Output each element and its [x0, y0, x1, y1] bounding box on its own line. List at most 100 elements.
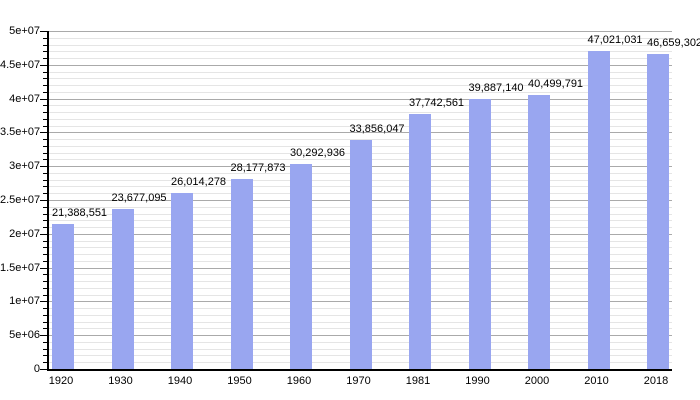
plot-area: 21,388,551 23,677,095 26,014,278 28,177,873…: [40, 31, 700, 371]
y-gridline-major: [49, 132, 672, 134]
x-axis-tick-label: 1970: [346, 375, 371, 387]
bar-1950: [230, 178, 253, 369]
y-axis-minor-tick: [43, 78, 47, 80]
bar-1920: [52, 224, 74, 369]
y-axis-major-tick: [40, 132, 47, 134]
bar-value-label: 37,742,561: [409, 96, 465, 109]
y-axis-minor-tick: [43, 85, 47, 87]
y-axis-tick-label: 4.5e+07: [0, 58, 41, 71]
y-axis-minor-tick: [43, 139, 47, 141]
y-gridline-minor: [49, 37, 672, 39]
y-axis-minor-tick: [43, 362, 47, 364]
y-axis-major-tick: [40, 301, 47, 303]
y-gridline-minor: [49, 85, 672, 87]
bar-1990: [468, 99, 491, 369]
x-axis-tick-label: 2000: [524, 375, 550, 387]
y-gridline-minor: [49, 105, 672, 107]
y-axis-major-tick: [40, 166, 47, 168]
y-gridline-minor: [49, 91, 672, 93]
bar-value-label: 39,887,140: [468, 82, 524, 95]
bar-value-label: 30,292,936: [290, 147, 346, 160]
y-axis-minor-tick: [43, 159, 47, 161]
y-gridline-minor: [49, 71, 672, 73]
y-axis-minor-tick: [43, 44, 47, 46]
y-gridline-major: [49, 98, 672, 100]
bar-value-label: 26,014,278: [171, 176, 227, 189]
y-axis-tick-label: 2.5e+07: [0, 194, 41, 206]
y-axis-minor-tick: [43, 91, 47, 93]
bar-2018: [647, 53, 669, 369]
bar-1930: [111, 208, 134, 369]
y-gridline-minor: [49, 139, 672, 141]
y-gridline-minor: [49, 44, 672, 46]
y-axis-minor-tick: [43, 254, 47, 256]
y-axis-minor-tick: [43, 112, 47, 114]
y-axis-minor-tick: [43, 71, 47, 73]
y-gridline-minor: [49, 78, 672, 80]
x-axis-tick-label: 1981: [405, 375, 431, 387]
y-axis-minor-tick: [43, 186, 47, 188]
bar-value-label: 33,856,047: [349, 123, 405, 136]
bar-1960: [290, 164, 312, 369]
bar-value-label: 40,499,791: [528, 78, 584, 91]
x-axis-tick-label: 2018: [643, 375, 669, 387]
y-gridline-major: [49, 64, 672, 66]
y-axis-major-tick: [40, 64, 47, 66]
bar-1981: [409, 113, 431, 369]
y-axis-minor-tick: [43, 321, 47, 323]
y-axis-minor-tick: [43, 274, 47, 276]
y-axis-major-tick: [40, 98, 47, 100]
y-axis-major-tick: [40, 369, 47, 370]
y-gridline-minor: [49, 58, 672, 60]
y-gridline-minor: [49, 125, 672, 127]
y-gridline-minor: [49, 118, 672, 120]
y-axis-major-tick: [40, 233, 47, 235]
y-axis-major-tick: [40, 200, 47, 201]
y-axis-minor-tick: [43, 179, 47, 181]
y-axis-minor-tick: [43, 314, 47, 316]
y-axis-tick-label: 3e+07: [9, 160, 40, 173]
y-gridline-minor: [49, 112, 672, 114]
bar-value-label: 28,177,873: [230, 161, 286, 174]
x-axis-tick-label: 1920: [48, 375, 74, 387]
y-gridline-minor: [49, 51, 672, 53]
y-axis-minor-tick: [43, 348, 47, 350]
y-axis-minor-tick: [43, 260, 47, 262]
x-axis-tick-label: 1930: [108, 375, 133, 387]
y-axis-minor-tick: [43, 227, 47, 229]
x-axis-tick-label: 1940: [167, 375, 193, 387]
y-axis-minor-tick: [43, 247, 47, 249]
y-axis-minor-tick: [43, 328, 47, 330]
x-axis-tick-label: 2010: [584, 375, 609, 387]
bar-2010: [587, 51, 610, 369]
y-axis-tick-label: 2e+07: [9, 227, 40, 240]
y-axis-major-tick: [40, 31, 47, 32]
y-axis-tick-label: 0: [33, 363, 40, 375]
bar-value-label: 46,659,302: [647, 36, 700, 49]
y-axis-tick-label: 4e+07: [9, 92, 40, 105]
y-axis-tick-label: 1e+07: [9, 295, 40, 308]
x-axis-tick-label: 1990: [465, 375, 490, 387]
y-axis-minor-tick: [43, 213, 47, 215]
bar-1940: [171, 193, 193, 369]
y-axis-minor-tick: [43, 37, 47, 39]
y-axis-minor-tick: [43, 294, 47, 296]
bar-value-label: 21,388,551: [52, 207, 108, 220]
y-axis-minor-tick: [43, 308, 47, 310]
x-axis-tick-label: 1960: [286, 375, 312, 387]
bar-2000: [528, 95, 550, 369]
y-axis-minor-tick: [43, 206, 47, 208]
bar-value-label: 23,677,095: [111, 191, 167, 204]
y-axis-minor-tick: [43, 341, 47, 343]
y-axis-minor-tick: [43, 281, 47, 283]
y-axis-minor-tick: [43, 118, 47, 120]
y-gridline-major: [49, 31, 672, 32]
y-axis-minor-tick: [43, 51, 47, 53]
y-axis-minor-tick: [43, 172, 47, 174]
y-axis-minor-tick: [43, 220, 47, 222]
y-axis-tick-label: 3.5e+07: [0, 126, 41, 139]
y-axis-minor-tick: [43, 105, 47, 107]
x-axis-tick-label: 1950: [227, 375, 252, 387]
y-axis-minor-tick: [43, 145, 47, 147]
